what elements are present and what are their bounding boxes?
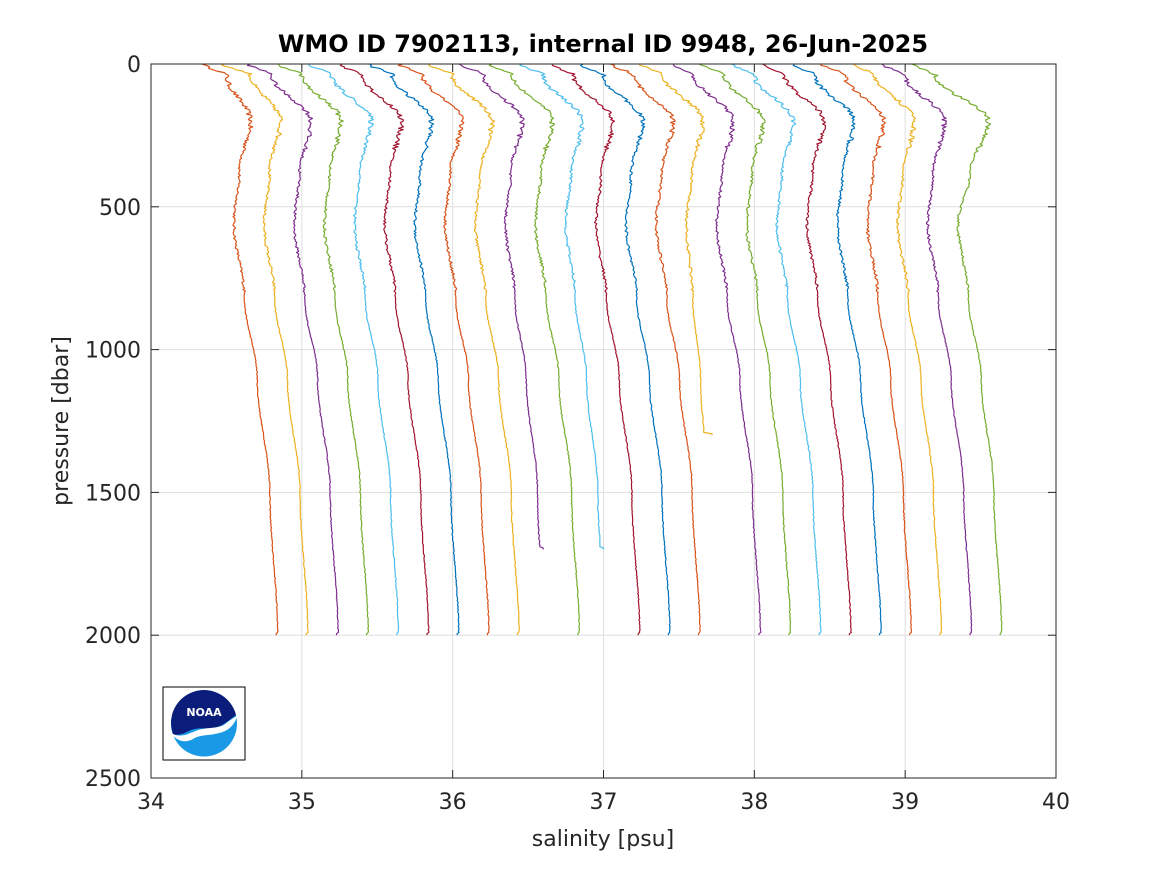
profile-line-14 bbox=[579, 63, 671, 636]
profile-line-9 bbox=[428, 63, 520, 636]
x-tick-label: 36 bbox=[439, 790, 467, 815]
y-axis-label: pressure [dbar] bbox=[49, 336, 74, 506]
profile-line-19 bbox=[731, 63, 822, 636]
x-axis-label: salinity [psu] bbox=[532, 827, 674, 852]
profile-line-12 bbox=[519, 63, 605, 550]
profile-line-23 bbox=[852, 63, 943, 636]
profile-line-6 bbox=[339, 63, 430, 636]
y-tick-label: 1500 bbox=[85, 481, 141, 506]
profile-line-10 bbox=[458, 63, 544, 550]
profile-line-21 bbox=[792, 63, 882, 636]
chart-title: WMO ID 7902113, internal ID 9948, 26-Jun… bbox=[278, 30, 928, 58]
grid-lines bbox=[151, 64, 1056, 778]
x-tick-label: 39 bbox=[891, 790, 919, 815]
profile-line-25 bbox=[911, 63, 1003, 636]
profile-line-24 bbox=[881, 63, 973, 636]
x-tick-label: 37 bbox=[590, 790, 618, 815]
profile-line-3 bbox=[246, 63, 339, 636]
y-tick-label: 0 bbox=[127, 53, 141, 78]
y-tick-label: 500 bbox=[99, 196, 141, 221]
x-tick-label: 40 bbox=[1042, 790, 1070, 815]
x-tick-label: 34 bbox=[137, 790, 165, 815]
profile-line-2 bbox=[221, 63, 309, 636]
profile-line-13 bbox=[551, 63, 641, 636]
profile-line-5 bbox=[307, 63, 400, 636]
x-tick-label: 35 bbox=[288, 790, 316, 815]
y-tick-label: 2500 bbox=[85, 767, 141, 792]
axes-frame bbox=[150, 63, 1057, 779]
y-tick-labels: 0 500 1000 1500 2000 2500 bbox=[85, 53, 141, 792]
profile-line-18 bbox=[698, 63, 792, 636]
y-tick-label: 1000 bbox=[85, 339, 141, 364]
profile-line-22 bbox=[820, 63, 913, 636]
profile-line-20 bbox=[762, 63, 852, 636]
logo-text: NOAA bbox=[186, 706, 222, 719]
logo-sky-shape bbox=[171, 690, 236, 735]
logo-gull-shape bbox=[171, 716, 237, 742]
y-tick-label: 2000 bbox=[85, 624, 141, 649]
profile-line-17 bbox=[672, 63, 762, 636]
profile-line-7 bbox=[369, 63, 460, 636]
profile-line-15 bbox=[610, 63, 701, 636]
profile-line-1 bbox=[201, 63, 279, 636]
profile-lines bbox=[201, 63, 1003, 636]
profile-line-8 bbox=[397, 63, 490, 636]
x-tick-labels: 34 35 36 37 38 39 40 bbox=[137, 790, 1070, 815]
profile-line-4 bbox=[277, 63, 369, 636]
x-tick-label: 38 bbox=[740, 790, 768, 815]
profile-line-16 bbox=[639, 63, 713, 436]
noaa-logo: NOAA bbox=[162, 686, 246, 761]
profile-line-11 bbox=[488, 63, 581, 636]
